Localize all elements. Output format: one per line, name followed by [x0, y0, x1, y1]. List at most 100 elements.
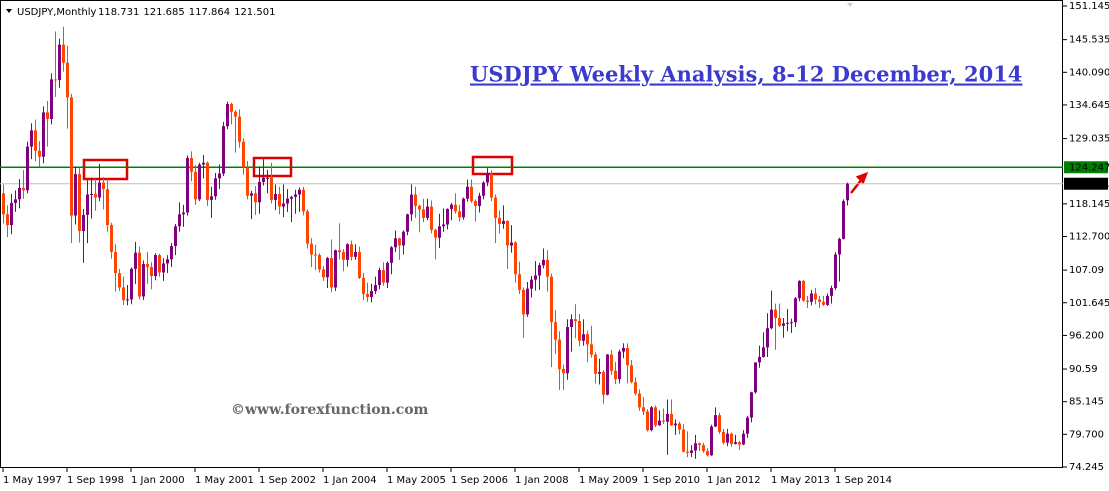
resistance-box [82, 158, 129, 181]
candle-body [794, 298, 797, 323]
y-tick-label: 101.645 [1069, 298, 1109, 309]
menu-arrow [6, 9, 12, 13]
y-tick-label: 118.145 [1069, 199, 1109, 210]
candle-body [542, 259, 545, 266]
x-tick-label: 1 May 1997 [3, 475, 62, 486]
candle-body [710, 426, 713, 456]
candle-body [210, 196, 213, 200]
candle-body [58, 44, 61, 81]
candle-body [194, 171, 197, 200]
candle-body [786, 322, 789, 324]
candle-body [242, 141, 245, 168]
candle-body [686, 451, 689, 453]
candle-body [478, 195, 481, 206]
candle-body [494, 197, 497, 218]
candle-body [758, 356, 761, 363]
candle-body [442, 224, 445, 227]
candle-body [546, 259, 549, 277]
candle-body [118, 273, 121, 288]
candle-body [402, 231, 405, 246]
candle-body [178, 214, 181, 227]
y-tick-label: 112.700 [1069, 231, 1109, 242]
candle-body [486, 173, 489, 183]
candle-body [574, 319, 577, 322]
y-tick-label: 134.645 [1069, 100, 1109, 111]
price-tag-bg [1064, 177, 1108, 190]
candle-body [74, 174, 77, 216]
candle-body [250, 193, 253, 196]
candle-body [714, 415, 717, 427]
candle-body [82, 214, 85, 232]
candle-body [446, 208, 449, 225]
candle-body [466, 186, 469, 199]
candle-body [818, 299, 821, 302]
candle-body [590, 344, 593, 355]
x-tick-label: 1 May 2013 [771, 475, 830, 486]
candle-body [130, 268, 133, 300]
candle-body [62, 44, 65, 63]
candle-body [6, 214, 9, 226]
candle-body [706, 451, 709, 456]
y-tick-label: 129.035 [1069, 134, 1109, 145]
candle-body [238, 116, 241, 142]
candle-body [214, 178, 217, 197]
candle-body [270, 177, 273, 200]
candle-body [638, 393, 641, 408]
candle-body [434, 229, 437, 238]
candle-body [334, 250, 337, 288]
candle-body [582, 334, 585, 341]
candle-body [814, 293, 817, 300]
candle-body [2, 193, 5, 215]
candle-body [170, 246, 173, 260]
candle-body [50, 79, 53, 119]
candle-body [262, 177, 265, 182]
candle-body [218, 173, 221, 179]
candle-body [54, 79, 57, 81]
candle-body [746, 417, 749, 434]
candle-body [374, 285, 377, 292]
candle-body [14, 199, 17, 203]
ohlc-header: 118.731 121.685 117.864 121.501 [98, 7, 275, 18]
candle-body [570, 319, 573, 328]
candle-body [134, 252, 137, 269]
x-tick-label: 1 May 2001 [195, 475, 254, 486]
candle-body [298, 189, 301, 195]
candle-body [622, 347, 625, 352]
candle-body [798, 280, 801, 299]
x-tick-label: 1 May 2009 [579, 475, 638, 486]
candle-body [558, 339, 561, 369]
candle-body [110, 225, 113, 253]
y-tick-label: 145.535 [1069, 35, 1109, 46]
candle-body [526, 288, 529, 315]
candle-body [642, 407, 645, 412]
candle-body [306, 211, 309, 244]
candle-body [826, 295, 829, 305]
candle-body [94, 193, 97, 198]
candle-body [654, 407, 657, 426]
candle-body [498, 217, 501, 224]
candle-body [206, 162, 209, 200]
candle-body [750, 392, 753, 418]
candle-body [678, 423, 681, 430]
candle-body [202, 162, 205, 165]
candle-body [430, 206, 433, 230]
price-tag: 121.501 [1069, 179, 1109, 190]
candle-body [154, 255, 157, 277]
candle-body [610, 354, 613, 371]
candle-body [86, 194, 89, 215]
shift-marker [847, 3, 853, 7]
candle-body [694, 443, 697, 451]
candle-body [578, 321, 581, 341]
candle-body [274, 193, 277, 200]
candle-body [618, 351, 621, 380]
candle-body [142, 264, 145, 297]
candle-body [138, 252, 141, 297]
candle-body [342, 252, 345, 260]
candle-body [530, 279, 533, 289]
y-tick-label: 74.245 [1069, 462, 1104, 473]
candle-body [398, 238, 401, 246]
candle-body [22, 187, 25, 191]
candle-body [738, 442, 741, 445]
candle-body [26, 146, 29, 191]
